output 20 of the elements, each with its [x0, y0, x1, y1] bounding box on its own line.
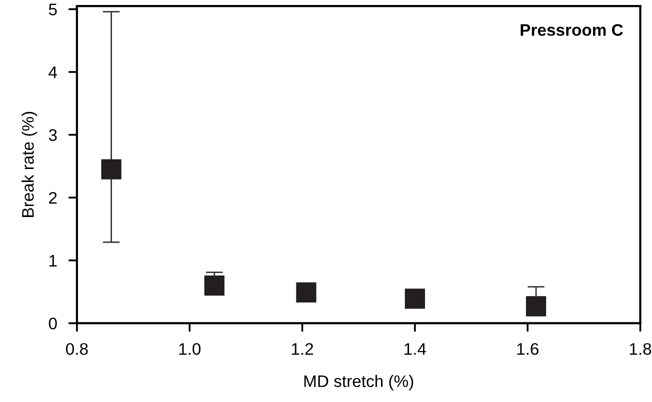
y-tick-label: 3	[48, 129, 57, 141]
x-tick-label: 1.6	[517, 343, 538, 355]
y-tick-label: 2	[49, 192, 57, 204]
x-tick-label: 1.4	[404, 343, 426, 355]
point	[296, 282, 316, 302]
point	[101, 159, 122, 180]
annotation: Pressroom C	[520, 24, 623, 36]
y-tick-label: 4	[48, 66, 58, 78]
y-tick-label: 5	[48, 4, 57, 16]
y-axis-title: Break rate (%)	[22, 112, 38, 217]
x-tick-label: 1.0	[179, 343, 201, 355]
x-tick-label: 1.2	[292, 343, 314, 355]
y-tick-label: 0	[48, 318, 57, 330]
point	[526, 296, 546, 316]
point	[404, 288, 426, 309]
x-tick-label: 1.8	[630, 343, 652, 355]
x-axis-title: MD stretch (%)	[304, 374, 414, 390]
x-tick-label: 0.8	[66, 343, 88, 355]
y-tick-label: 1	[49, 254, 57, 266]
point	[204, 275, 224, 296]
